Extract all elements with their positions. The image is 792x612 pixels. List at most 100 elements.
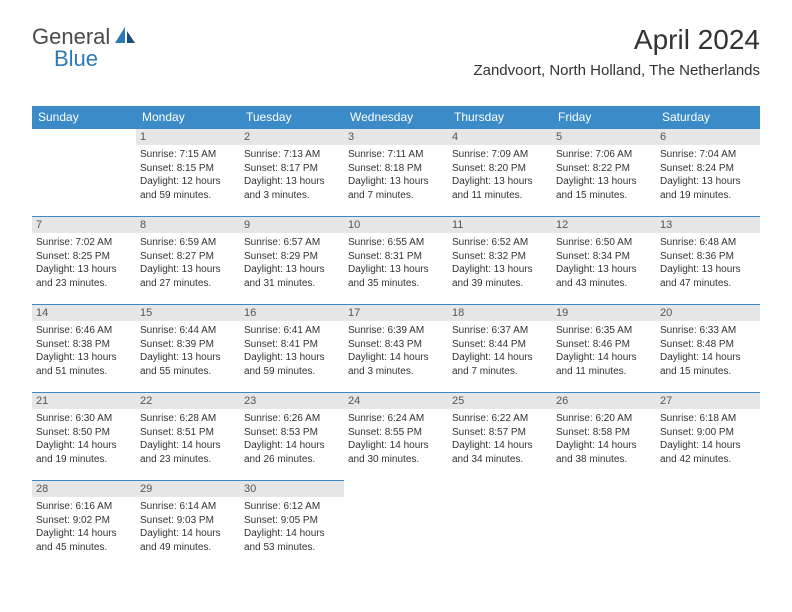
day-info: Sunrise: 6:35 AMSunset: 8:46 PMDaylight:… bbox=[552, 321, 656, 378]
day-number: 6 bbox=[656, 129, 760, 145]
calendar-cell: 26Sunrise: 6:20 AMSunset: 8:58 PMDayligh… bbox=[552, 393, 656, 481]
day-info: Sunrise: 6:33 AMSunset: 8:48 PMDaylight:… bbox=[656, 321, 760, 378]
calendar-cell: 28Sunrise: 6:16 AMSunset: 9:02 PMDayligh… bbox=[32, 481, 136, 561]
calendar-cell: 14Sunrise: 6:46 AMSunset: 8:38 PMDayligh… bbox=[32, 305, 136, 393]
day-number: 27 bbox=[656, 393, 760, 409]
day-number: 12 bbox=[552, 217, 656, 233]
calendar-row: 1Sunrise: 7:15 AMSunset: 8:15 PMDaylight… bbox=[32, 129, 760, 217]
calendar-cell: 9Sunrise: 6:57 AMSunset: 8:29 PMDaylight… bbox=[240, 217, 344, 305]
day-info: Sunrise: 6:44 AMSunset: 8:39 PMDaylight:… bbox=[136, 321, 240, 378]
calendar-cell: 8Sunrise: 6:59 AMSunset: 8:27 PMDaylight… bbox=[136, 217, 240, 305]
calendar-cell: 7Sunrise: 7:02 AMSunset: 8:25 PMDaylight… bbox=[32, 217, 136, 305]
weekday-header: Monday bbox=[136, 106, 240, 129]
calendar-cell: 15Sunrise: 6:44 AMSunset: 8:39 PMDayligh… bbox=[136, 305, 240, 393]
day-number: 9 bbox=[240, 217, 344, 233]
day-info: Sunrise: 6:22 AMSunset: 8:57 PMDaylight:… bbox=[448, 409, 552, 466]
calendar-cell: 17Sunrise: 6:39 AMSunset: 8:43 PMDayligh… bbox=[344, 305, 448, 393]
day-number: 3 bbox=[344, 129, 448, 145]
day-info: Sunrise: 6:48 AMSunset: 8:36 PMDaylight:… bbox=[656, 233, 760, 290]
day-info: Sunrise: 6:59 AMSunset: 8:27 PMDaylight:… bbox=[136, 233, 240, 290]
title-block: April 2024 Zandvoort, North Holland, The… bbox=[473, 24, 760, 79]
calendar-cell: 3Sunrise: 7:11 AMSunset: 8:18 PMDaylight… bbox=[344, 129, 448, 217]
calendar-cell: 13Sunrise: 6:48 AMSunset: 8:36 PMDayligh… bbox=[656, 217, 760, 305]
calendar-cell: 22Sunrise: 6:28 AMSunset: 8:51 PMDayligh… bbox=[136, 393, 240, 481]
calendar-row: 28Sunrise: 6:16 AMSunset: 9:02 PMDayligh… bbox=[32, 481, 760, 561]
day-info: Sunrise: 7:04 AMSunset: 8:24 PMDaylight:… bbox=[656, 145, 760, 202]
weekday-header: Sunday bbox=[32, 106, 136, 129]
day-number: 8 bbox=[136, 217, 240, 233]
calendar-cell bbox=[32, 129, 136, 217]
day-info: Sunrise: 6:12 AMSunset: 9:05 PMDaylight:… bbox=[240, 497, 344, 554]
calendar-cell: 12Sunrise: 6:50 AMSunset: 8:34 PMDayligh… bbox=[552, 217, 656, 305]
day-info: Sunrise: 7:06 AMSunset: 8:22 PMDaylight:… bbox=[552, 145, 656, 202]
calendar-cell: 30Sunrise: 6:12 AMSunset: 9:05 PMDayligh… bbox=[240, 481, 344, 561]
day-number: 30 bbox=[240, 481, 344, 497]
day-number: 16 bbox=[240, 305, 344, 321]
day-info: Sunrise: 6:20 AMSunset: 8:58 PMDaylight:… bbox=[552, 409, 656, 466]
weekday-header: Friday bbox=[552, 106, 656, 129]
calendar-cell: 1Sunrise: 7:15 AMSunset: 8:15 PMDaylight… bbox=[136, 129, 240, 217]
day-info: Sunrise: 6:18 AMSunset: 9:00 PMDaylight:… bbox=[656, 409, 760, 466]
day-info: Sunrise: 7:15 AMSunset: 8:15 PMDaylight:… bbox=[136, 145, 240, 202]
calendar-cell: 21Sunrise: 6:30 AMSunset: 8:50 PMDayligh… bbox=[32, 393, 136, 481]
day-info: Sunrise: 6:16 AMSunset: 9:02 PMDaylight:… bbox=[32, 497, 136, 554]
calendar-row: 21Sunrise: 6:30 AMSunset: 8:50 PMDayligh… bbox=[32, 393, 760, 481]
calendar-cell: 5Sunrise: 7:06 AMSunset: 8:22 PMDaylight… bbox=[552, 129, 656, 217]
day-info: Sunrise: 6:52 AMSunset: 8:32 PMDaylight:… bbox=[448, 233, 552, 290]
calendar-cell bbox=[448, 481, 552, 561]
day-number: 19 bbox=[552, 305, 656, 321]
day-number: 23 bbox=[240, 393, 344, 409]
day-number: 4 bbox=[448, 129, 552, 145]
title-month: April 2024 bbox=[473, 24, 760, 56]
day-number: 15 bbox=[136, 305, 240, 321]
day-number: 5 bbox=[552, 129, 656, 145]
weekday-header: Tuesday bbox=[240, 106, 344, 129]
day-info: Sunrise: 6:50 AMSunset: 8:34 PMDaylight:… bbox=[552, 233, 656, 290]
day-number: 2 bbox=[240, 129, 344, 145]
day-number: 25 bbox=[448, 393, 552, 409]
day-info: Sunrise: 7:13 AMSunset: 8:17 PMDaylight:… bbox=[240, 145, 344, 202]
day-number: 26 bbox=[552, 393, 656, 409]
day-info: Sunrise: 6:14 AMSunset: 9:03 PMDaylight:… bbox=[136, 497, 240, 554]
day-info: Sunrise: 6:57 AMSunset: 8:29 PMDaylight:… bbox=[240, 233, 344, 290]
calendar-cell: 27Sunrise: 6:18 AMSunset: 9:00 PMDayligh… bbox=[656, 393, 760, 481]
day-info: Sunrise: 6:41 AMSunset: 8:41 PMDaylight:… bbox=[240, 321, 344, 378]
logo-text-blue-wrap: Blue bbox=[54, 46, 98, 72]
day-info: Sunrise: 6:39 AMSunset: 8:43 PMDaylight:… bbox=[344, 321, 448, 378]
day-number: 24 bbox=[344, 393, 448, 409]
day-info: Sunrise: 6:28 AMSunset: 8:51 PMDaylight:… bbox=[136, 409, 240, 466]
calendar-body: 1Sunrise: 7:15 AMSunset: 8:15 PMDaylight… bbox=[32, 129, 760, 561]
day-info: Sunrise: 7:02 AMSunset: 8:25 PMDaylight:… bbox=[32, 233, 136, 290]
day-number: 11 bbox=[448, 217, 552, 233]
day-number: 18 bbox=[448, 305, 552, 321]
title-location: Zandvoort, North Holland, The Netherland… bbox=[473, 62, 760, 79]
day-number: 1 bbox=[136, 129, 240, 145]
weekday-header: Thursday bbox=[448, 106, 552, 129]
calendar-table: Sunday Monday Tuesday Wednesday Thursday… bbox=[32, 106, 760, 561]
calendar-cell: 29Sunrise: 6:14 AMSunset: 9:03 PMDayligh… bbox=[136, 481, 240, 561]
day-info: Sunrise: 6:26 AMSunset: 8:53 PMDaylight:… bbox=[240, 409, 344, 466]
calendar-cell bbox=[552, 481, 656, 561]
weekday-header: Saturday bbox=[656, 106, 760, 129]
day-number: 10 bbox=[344, 217, 448, 233]
calendar-cell: 6Sunrise: 7:04 AMSunset: 8:24 PMDaylight… bbox=[656, 129, 760, 217]
calendar-cell: 16Sunrise: 6:41 AMSunset: 8:41 PMDayligh… bbox=[240, 305, 344, 393]
logo-text-blue: Blue bbox=[54, 46, 98, 71]
calendar-cell: 19Sunrise: 6:35 AMSunset: 8:46 PMDayligh… bbox=[552, 305, 656, 393]
day-number: 20 bbox=[656, 305, 760, 321]
day-info: Sunrise: 7:09 AMSunset: 8:20 PMDaylight:… bbox=[448, 145, 552, 202]
day-info: Sunrise: 7:11 AMSunset: 8:18 PMDaylight:… bbox=[344, 145, 448, 202]
calendar-cell: 23Sunrise: 6:26 AMSunset: 8:53 PMDayligh… bbox=[240, 393, 344, 481]
calendar-cell bbox=[344, 481, 448, 561]
day-number: 29 bbox=[136, 481, 240, 497]
day-info: Sunrise: 6:37 AMSunset: 8:44 PMDaylight:… bbox=[448, 321, 552, 378]
day-number: 21 bbox=[32, 393, 136, 409]
weekday-header: Wednesday bbox=[344, 106, 448, 129]
day-info: Sunrise: 6:24 AMSunset: 8:55 PMDaylight:… bbox=[344, 409, 448, 466]
calendar-cell: 25Sunrise: 6:22 AMSunset: 8:57 PMDayligh… bbox=[448, 393, 552, 481]
calendar-cell: 2Sunrise: 7:13 AMSunset: 8:17 PMDaylight… bbox=[240, 129, 344, 217]
day-number: 17 bbox=[344, 305, 448, 321]
day-number: 14 bbox=[32, 305, 136, 321]
day-info: Sunrise: 6:30 AMSunset: 8:50 PMDaylight:… bbox=[32, 409, 136, 466]
day-number: 22 bbox=[136, 393, 240, 409]
